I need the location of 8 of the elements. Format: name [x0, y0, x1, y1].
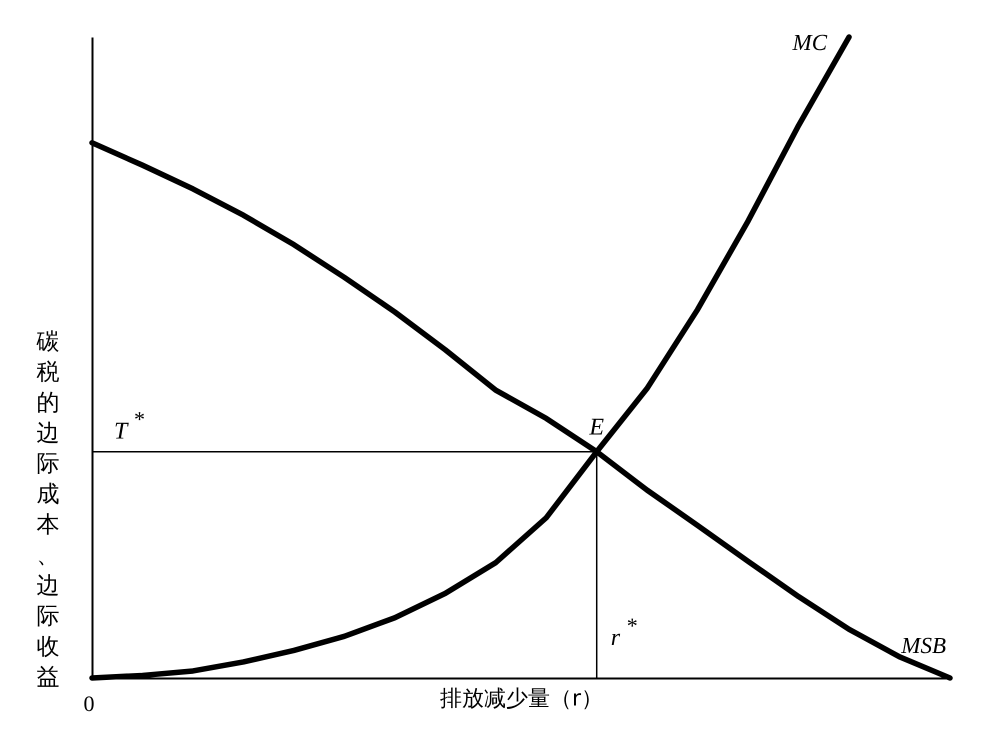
- series-label: MSB: [900, 633, 946, 658]
- ref-line-label: T*: [114, 406, 145, 445]
- text: r*: [610, 613, 638, 651]
- annotation: E: [588, 414, 604, 441]
- series-label: MC: [792, 30, 828, 55]
- x-axis-title: 排放减少量（r）: [440, 686, 604, 712]
- text: 0: [84, 691, 94, 716]
- text: 碳税的边际成本、边际收益: [36, 329, 60, 690]
